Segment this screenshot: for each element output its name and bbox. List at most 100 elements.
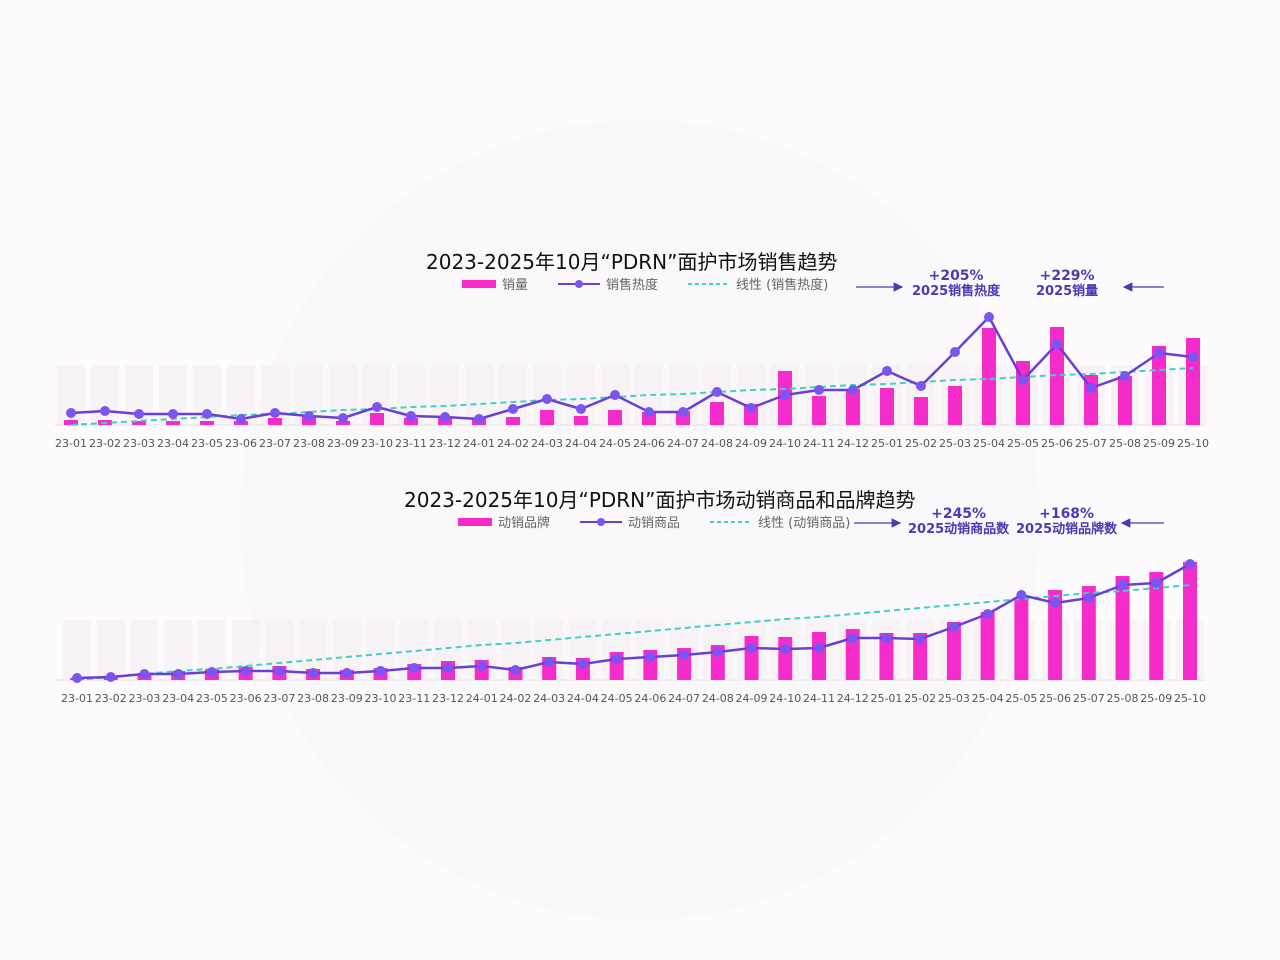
line-point [134,409,144,419]
x-tick-label: 25-04 [973,437,1005,450]
bar [64,420,78,425]
line-point [476,661,487,671]
line-point [610,390,620,400]
bar [913,633,928,680]
bar [946,622,961,680]
line-point [1117,580,1128,590]
annotation-value: +229% [1039,268,1095,284]
bar [812,632,826,680]
x-tick-label: 24-05 [599,437,631,450]
line-point [236,414,246,424]
x-tick-label: 24-03 [531,437,563,450]
line-point [746,643,757,653]
bar [880,388,894,425]
annotation-brands-growth: +168% 2025动销品牌数 [1016,507,1117,538]
bar [980,612,995,680]
line-point [375,666,386,676]
legend-label: 动销品牌 [498,516,551,531]
bar [132,421,146,425]
x-tick-label: 23-03 [128,692,160,705]
x-tick-label: 23-07 [259,437,291,450]
x-tick-label: 25-10 [1177,437,1209,450]
line-point [105,672,116,682]
bar [1115,576,1130,680]
bar [1014,597,1029,680]
x-tick-label: 25-10 [1174,692,1206,705]
bar [200,421,214,425]
line-point [678,407,688,417]
bar [948,386,962,425]
line-point [848,385,858,395]
line-point [139,669,150,679]
annotation-label: 2025动销商品数 [908,522,1010,537]
x-tick-label: 23-08 [293,437,325,450]
annotation-label: 2025销售热度 [912,284,1001,299]
x-tick-label: 24-08 [701,437,733,450]
bar [710,402,724,425]
x-tick-label: 23-07 [263,692,295,705]
line-point [1050,598,1061,608]
line-point [1052,339,1062,349]
line-point [72,673,82,683]
legend-label: 动销商品 [628,516,681,531]
legend-item-trend: 线性 (销售热度) [688,274,828,293]
bar [506,417,520,425]
x-tick-label: 23-12 [432,692,464,705]
line-point [443,663,453,673]
line-point [576,404,586,414]
line-point [881,633,892,643]
line-point [240,666,251,676]
x-tick-label: 25-07 [1075,437,1107,450]
line-point [406,411,416,421]
x-tick-label: 24-07 [667,437,699,450]
line-point [984,312,994,322]
x-tick-label: 23-10 [361,437,393,450]
line-point [746,403,756,413]
chart-title: 2023-2025年10月“PDRN”面护市场销售趋势 [426,250,838,274]
x-tick-label: 24-11 [803,437,835,450]
x-tick-label: 23-09 [331,692,363,705]
x-tick-label: 24-02 [499,692,531,705]
line-point [982,609,993,619]
x-tick-label: 24-07 [668,692,700,705]
line-point [508,404,518,414]
annotation-products-growth: +245% 2025动销商品数 [908,507,1010,538]
line-point [372,402,382,412]
bar [574,416,588,425]
x-tick-label: 24-09 [736,692,768,705]
bar [1186,338,1200,425]
x-tick-label: 25-03 [938,692,970,705]
line-point [510,665,521,675]
dashed-line-swatch-icon [688,282,731,285]
legend-item-trend: 线性 (动销商品) [710,512,850,531]
line-point [780,644,791,654]
line-point [173,669,184,679]
x-tick-label: 23-10 [365,692,397,705]
bar [812,396,826,425]
x-tick-label: 23-11 [395,437,427,450]
line-point [1083,593,1094,603]
line-point [1120,371,1130,381]
x-tick-label: 24-04 [565,437,597,450]
line-point [882,366,892,376]
line-point [814,643,824,653]
chart-title: 2023-2025年10月“PDRN”面护市场动销商品和品牌趋势 [404,488,916,512]
background-circle [240,120,1040,920]
x-tick-label: 25-04 [972,692,1004,705]
line-point [814,385,824,395]
line-point [644,407,654,417]
line-point [274,666,285,676]
x-tick-label: 23-11 [398,692,430,705]
line-point [645,652,656,662]
line-point [341,668,352,678]
x-tick-label: 23-05 [191,437,223,450]
bar [1118,376,1132,425]
line-point [916,381,926,391]
line-point [1185,559,1195,569]
x-tick-label: 24-11 [803,692,835,705]
line-point [1188,352,1198,362]
line-point [168,409,178,419]
legend-label: 销售热度 [606,278,659,293]
x-tick-label: 25-02 [904,692,936,705]
line-point [1018,375,1028,385]
